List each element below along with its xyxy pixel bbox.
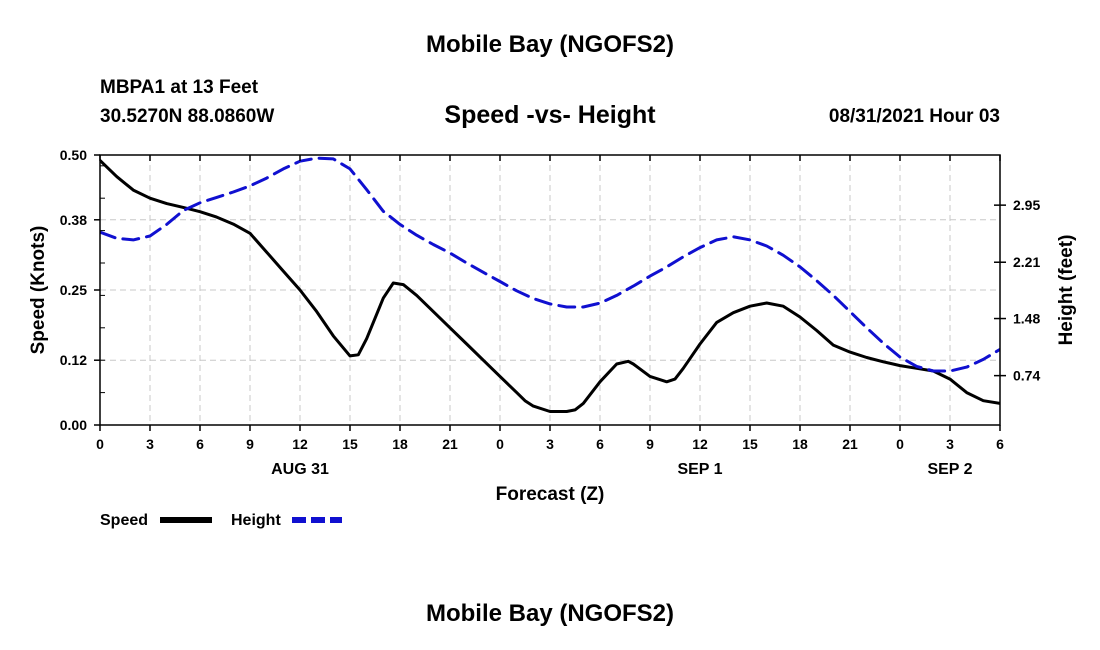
x-tick-label: 9 [646, 436, 654, 452]
x-tick-label: 3 [146, 436, 154, 452]
speed-series-line [100, 158, 1000, 413]
y-left-tick-label: 0.00 [60, 417, 87, 433]
height-series-line [100, 156, 1000, 373]
x-tick-label: 0 [496, 436, 504, 452]
x-tick-label: 3 [546, 436, 554, 452]
x-tick-label: 18 [792, 436, 808, 452]
date-label: SEP 2 [927, 461, 972, 478]
y-left-tick-label: 0.25 [60, 282, 87, 298]
station-coordinates: 30.5270N 88.0860W [100, 106, 275, 127]
y-right-tick-label: 2.95 [1013, 197, 1040, 213]
date-label: SEP 1 [677, 461, 722, 478]
legend-speed-label: Speed [100, 512, 148, 529]
x-tick-label: 15 [742, 436, 758, 452]
x-axis-title: Forecast (Z) [496, 484, 605, 505]
date-label: AUG 31 [271, 461, 329, 478]
y-left-tick-label: 0.12 [60, 352, 87, 368]
x-tick-label: 9 [246, 436, 254, 452]
legend-height-label: Height [231, 512, 281, 529]
y-right-tick-label: 0.74 [1013, 368, 1040, 384]
x-tick-label: 0 [896, 436, 904, 452]
x-tick-label: 12 [692, 436, 708, 452]
y-left-axis-title: Speed (Knots) [28, 226, 49, 355]
y-right-tick-label: 2.21 [1013, 254, 1040, 270]
station-label: MBPA1 at 13 Feet [100, 77, 259, 98]
x-tick-label: 18 [392, 436, 408, 452]
x-tick-label: 15 [342, 436, 358, 452]
y-right-tick-label: 1.48 [1013, 311, 1040, 327]
chart-title: Mobile Bay (NGOFS2) [425, 31, 675, 58]
x-tick-label: 21 [842, 436, 858, 452]
x-tick-label: 12 [292, 436, 308, 452]
x-tick-label: 3 [946, 436, 954, 452]
x-tick-label: 6 [596, 436, 604, 452]
forecast-timestamp: 08/31/2021 Hour 03 [828, 106, 1000, 127]
y-left-tick-label: 0.38 [60, 212, 87, 228]
y-right-axis-title: Height (feet) [1056, 235, 1077, 346]
footer-title: Mobile Bay (NGOFS2) [425, 600, 675, 627]
x-tick-label: 6 [196, 436, 204, 452]
x-tick-label: 6 [996, 436, 1004, 452]
chart-subtitle: Speed -vs- Height [444, 101, 656, 129]
y-left-tick-label: 0.50 [60, 147, 87, 163]
x-tick-label: 0 [96, 436, 104, 452]
x-tick-label: 21 [442, 436, 458, 452]
